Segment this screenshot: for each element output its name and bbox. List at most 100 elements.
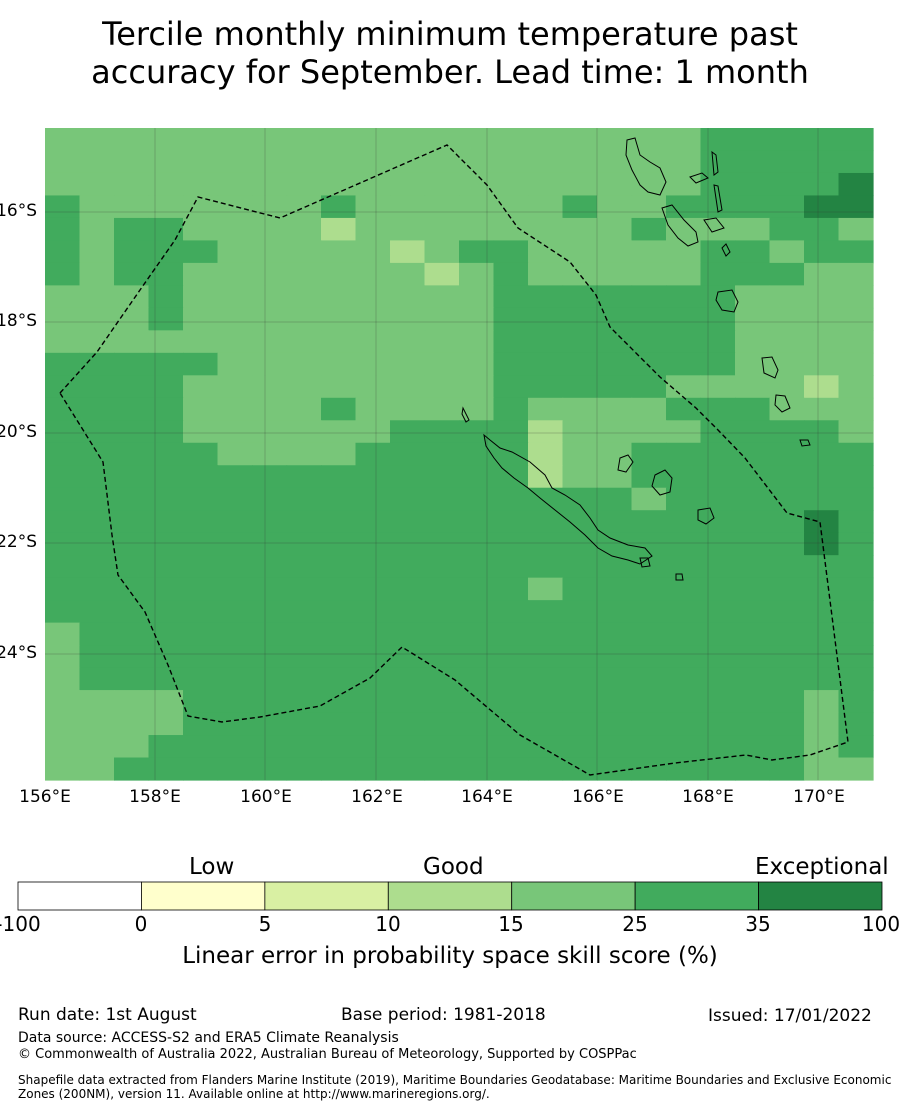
- grid-cell: [390, 645, 426, 669]
- grid-cell: [700, 330, 736, 354]
- grid-cell: [390, 622, 426, 646]
- grid-cell: [390, 487, 426, 511]
- grid-cell: [769, 600, 805, 624]
- grid-cell: [79, 307, 115, 331]
- grid-cell: [838, 532, 874, 556]
- grid-cell: [424, 555, 460, 579]
- grid-cell: [562, 420, 598, 444]
- grid-cell: [459, 128, 495, 152]
- grid-cell: [459, 240, 495, 264]
- grid-cell: [493, 420, 529, 444]
- grid-cell: [286, 442, 322, 466]
- grid-cell: [493, 330, 529, 354]
- grid-cell: [355, 352, 391, 376]
- grid-cell: [252, 352, 288, 376]
- grid-cell: [838, 757, 874, 781]
- grid-cell: [597, 262, 633, 286]
- grid-cell: [735, 532, 771, 556]
- grid-cell: [838, 217, 874, 242]
- grid-cell: [183, 172, 219, 197]
- grid-cell: [321, 712, 357, 736]
- grid-cell: [286, 352, 322, 376]
- grid-cell: [735, 195, 771, 219]
- grid-cell: [735, 375, 771, 399]
- title-line-1: Tercile monthly minimum temperature past: [102, 15, 798, 53]
- colorbar-tick-15: 15: [498, 912, 524, 936]
- grid-cell: [459, 172, 495, 197]
- grid-cell: [700, 600, 736, 624]
- grid-cell: [321, 262, 357, 286]
- grid-cell: [183, 195, 219, 219]
- grid-cell: [769, 195, 805, 219]
- grid-cell: [804, 690, 840, 714]
- grid-cell: [79, 285, 115, 309]
- grid-cell: [735, 667, 771, 691]
- grid-cell: [666, 487, 702, 511]
- grid-cell: [562, 442, 598, 466]
- grid-cell: [390, 217, 426, 242]
- grid-cell: [838, 690, 874, 714]
- grid-cell: [114, 757, 150, 781]
- grid-cell: [45, 735, 81, 759]
- grid-cell: [355, 487, 391, 511]
- grid-cell: [217, 645, 253, 669]
- grid-cell: [45, 352, 81, 376]
- grid-cell: [148, 307, 184, 331]
- grid-cell: [183, 757, 219, 781]
- grid-cell: [252, 645, 288, 669]
- colorbar-tick-0: 0: [134, 912, 148, 936]
- colorbar-swatch: [511, 881, 636, 911]
- grid-cell: [459, 397, 495, 421]
- colorbar-swatch: [387, 881, 513, 911]
- grid-cell: [79, 172, 115, 197]
- grid-cell: [286, 667, 322, 691]
- grid-cell: [631, 442, 667, 466]
- grid-cell: [252, 465, 288, 489]
- grid-cell: [114, 645, 150, 669]
- grid-cell: [217, 217, 253, 242]
- grid-cell: [700, 487, 736, 511]
- grid-cell: [459, 690, 495, 714]
- grid-cell: [183, 510, 219, 534]
- grid-cell: [666, 577, 702, 601]
- grid-cell: [666, 667, 702, 691]
- grid-cell: [355, 757, 391, 781]
- grid-cell: [148, 690, 184, 714]
- grid-cell: [804, 285, 840, 309]
- grid-cell: [148, 712, 184, 736]
- grid-cell: [528, 217, 564, 242]
- grid-cell: [355, 600, 391, 624]
- grid-cell: [390, 375, 426, 399]
- colorbar-tick-10: 10: [375, 912, 401, 936]
- vanuatu-maewo: [711, 150, 719, 176]
- grid-cell: [217, 442, 253, 466]
- grid-cell: [493, 555, 529, 579]
- grid-cell: [148, 667, 184, 691]
- grid-cell: [252, 285, 288, 309]
- grid-cell: [562, 577, 598, 601]
- grid-cell: [424, 600, 460, 624]
- grid-cell: [45, 600, 81, 624]
- grid-cell: [114, 735, 150, 759]
- colorbar-swatch: [141, 881, 266, 911]
- grid-cell: [79, 330, 115, 354]
- grid-cell: [114, 375, 150, 399]
- grid-cell: [217, 510, 253, 534]
- grid-cell: [424, 510, 460, 534]
- grid-cell: [45, 690, 81, 714]
- grid-cell: [804, 442, 840, 466]
- grid-cell: [252, 397, 288, 421]
- colorbar-tick-5: 5: [258, 912, 272, 936]
- grid-cell: [459, 375, 495, 399]
- grid-cell: [562, 172, 598, 197]
- grid-cell: [424, 577, 460, 601]
- lat-label-22s: 22°S: [0, 532, 37, 552]
- grid-cell: [183, 150, 219, 174]
- grid-cell: [148, 757, 184, 781]
- grid-cell: [148, 735, 184, 759]
- grid-cell: [769, 285, 805, 309]
- grid-cell: [562, 352, 598, 376]
- grid-cell: [493, 442, 529, 466]
- grid-cell: [321, 735, 357, 759]
- grid-cell: [217, 307, 253, 331]
